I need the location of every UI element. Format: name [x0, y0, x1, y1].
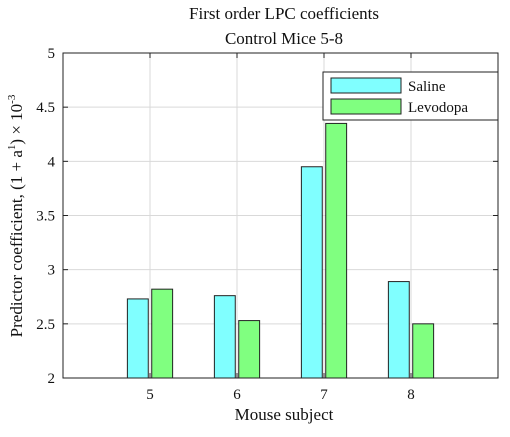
bar-levodopa-mouse-8: [412, 323, 435, 379]
bar-saline-mouse-5: [126, 298, 149, 379]
x-tick-label: 6: [233, 387, 241, 403]
y-tick-label: 2: [48, 371, 56, 387]
axis-ticks: 2 2.5 3 3.5 4 4.5 5 5 6 7 8: [36, 46, 498, 403]
y-tick-label: 4.5: [36, 100, 55, 116]
y-axis-label-mid: ) × 10: [7, 104, 26, 145]
legend: Saline Levodopa: [322, 71, 499, 121]
y-tick-label: 2.5: [36, 317, 55, 333]
chart-title: First order LPC coefficients: [189, 4, 379, 23]
bar-saline-mouse-8: [387, 281, 410, 379]
legend-swatch-saline: [330, 77, 402, 94]
x-tick-label: 7: [320, 387, 328, 403]
legend-label-saline: Saline: [408, 79, 446, 95]
bar-levodopa-mouse-6: [238, 320, 261, 379]
bar-saline-mouse-7: [300, 166, 323, 379]
x-tick-label: 5: [146, 387, 154, 403]
y-tick-label: 3.5: [36, 209, 55, 225]
legend-label-levodopa: Levodopa: [408, 100, 468, 116]
x-tick-label: 8: [407, 387, 415, 403]
bar-saline-mouse-6: [213, 295, 236, 379]
y-axis-label: Predictor coefficient, (1 + a1) × 10-3: [6, 94, 26, 337]
y-tick-label: 5: [48, 46, 56, 62]
bar-levodopa-mouse-5: [151, 288, 174, 379]
chart-subtitle: Control Mice 5-8: [225, 29, 343, 48]
y-tick-label: 4: [48, 154, 56, 170]
y-axis-label-main: Predictor coefficient, (1 + a: [7, 150, 26, 338]
legend-swatch-levodopa: [330, 98, 402, 115]
x-axis-label: Mouse subject: [235, 405, 334, 424]
y-tick-label: 3: [48, 263, 56, 279]
y-axis-label-sup1: 1: [6, 145, 18, 151]
bar-levodopa-mouse-7: [325, 122, 348, 379]
y-axis-label-sup2: -3: [6, 94, 18, 104]
